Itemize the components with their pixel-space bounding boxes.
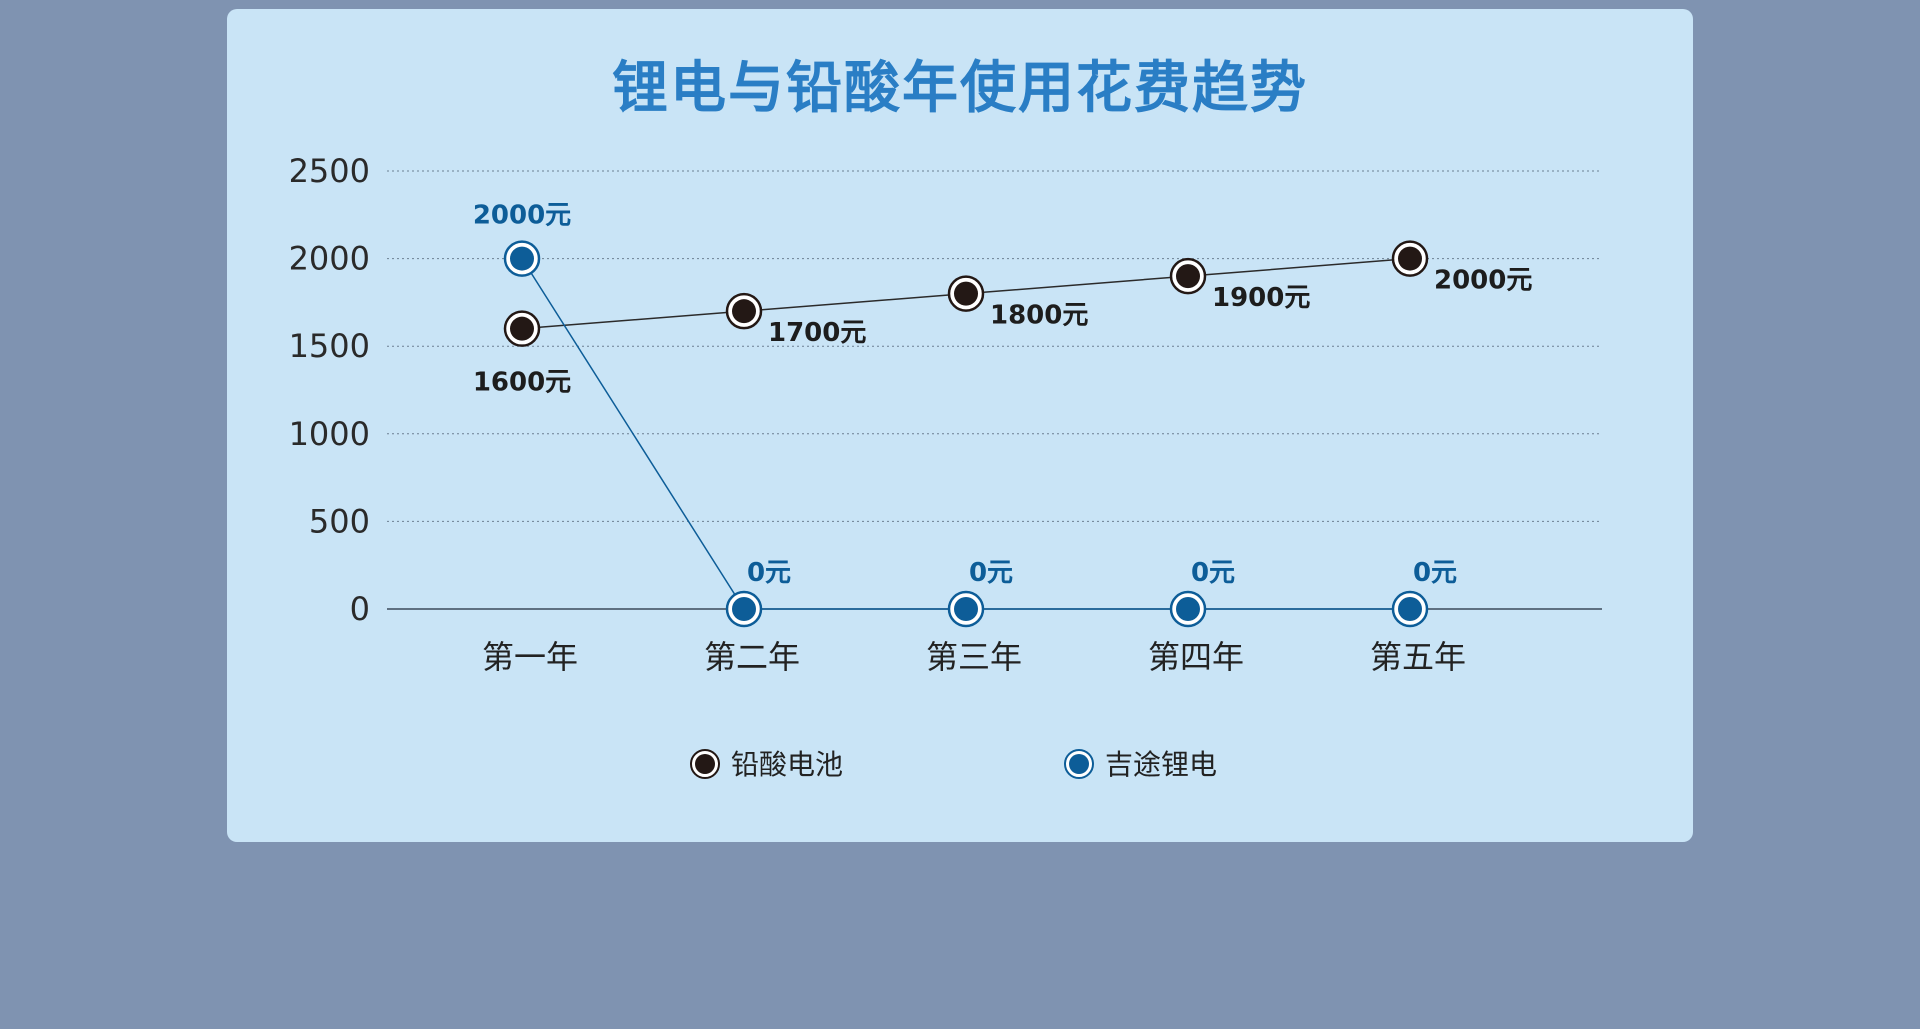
lithium-point <box>732 597 756 621</box>
lead-acid-point <box>954 281 978 306</box>
y-tick-label: 2500 <box>289 152 370 190</box>
lithium-data-label: 0元 <box>1191 558 1235 588</box>
lithium-point <box>1176 597 1200 621</box>
x-tick-label: 第一年 <box>482 638 578 676</box>
lithium-data-label: 0元 <box>1413 558 1457 588</box>
lead-acid-data-label: 1700元 <box>768 318 866 348</box>
x-tick-label: 第二年 <box>704 638 800 676</box>
lithium-data-label: 0元 <box>747 558 791 588</box>
lithium-point <box>1398 597 1422 621</box>
lithium-point <box>954 597 978 621</box>
y-tick-label: 1000 <box>289 415 370 453</box>
legend-lead-acid-label: 铅酸电池 <box>731 748 843 781</box>
lead-acid-point <box>1176 264 1200 289</box>
lead-acid-data-label: 1600元 <box>473 368 571 398</box>
y-tick-label: 1500 <box>289 327 370 365</box>
legend-lead-acid-marker <box>695 754 715 774</box>
y-tick-label: 2000 <box>289 240 370 278</box>
y-tick-label: 0 <box>350 590 370 628</box>
y-tick-label: 500 <box>309 502 370 540</box>
lead-acid-point <box>510 316 534 341</box>
lead-acid-point <box>1398 246 1422 271</box>
x-tick-label: 第四年 <box>1148 638 1244 676</box>
lithium-data-label: 2000元 <box>473 201 571 231</box>
x-tick-label: 第三年 <box>926 638 1022 676</box>
chart-card: 锂电与铅酸年使用花费趋势 0 500 1000 1500 2000 2500 第一年 第二年 第… <box>227 9 1693 842</box>
chart-title: 锂电与铅酸年使用花费趋势 <box>612 56 1308 121</box>
lead-acid-point <box>732 299 756 324</box>
lithium-data-label: 0元 <box>969 558 1013 588</box>
lead-acid-data-label: 1900元 <box>1212 283 1310 313</box>
line-chart: 0 500 1000 1500 2000 2500 第一年 第二年 第三年 第四年 第五年 1600元… <box>289 152 1602 781</box>
legend-lithium-marker <box>1069 754 1089 774</box>
lead-acid-data-label: 1800元 <box>990 301 1088 331</box>
x-tick-label: 第五年 <box>1370 638 1466 676</box>
lithium-point <box>510 246 534 271</box>
legend-lithium-label: 吉途锂电 <box>1105 748 1217 781</box>
lead-acid-data-label: 2000元 <box>1434 266 1532 296</box>
